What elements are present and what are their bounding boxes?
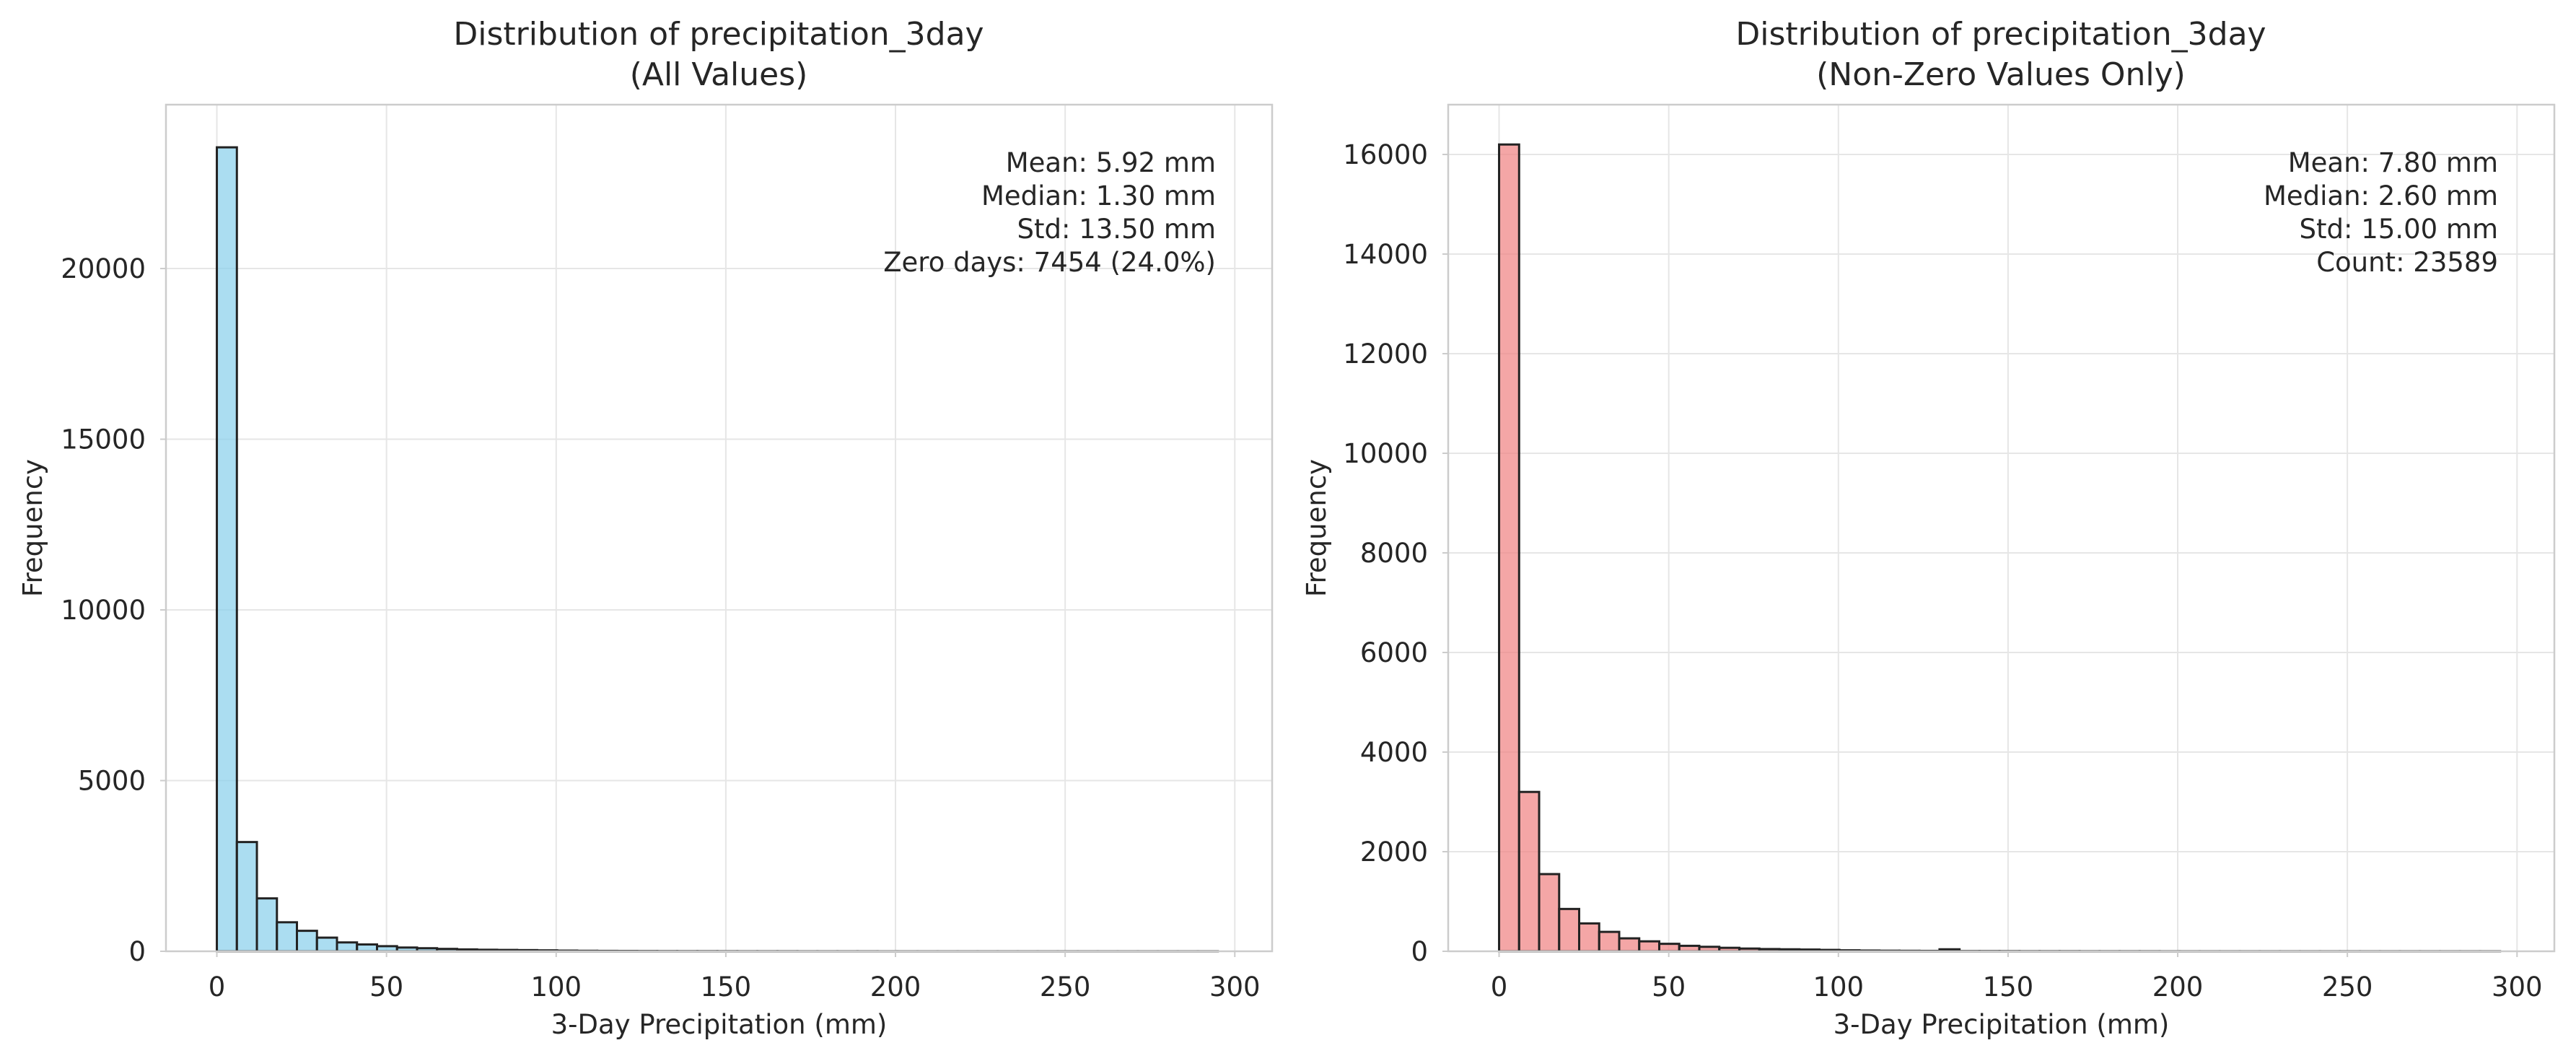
x-tick-label: 0 — [1491, 972, 1508, 1003]
x-tick-label: 100 — [1813, 972, 1864, 1003]
y-tick-label: 10000 — [61, 595, 146, 626]
chart-subtitle: (All Values) — [630, 56, 808, 93]
plot-frame — [1447, 103, 2556, 953]
y-tick-label: 14000 — [1343, 239, 1428, 270]
histogram-bar — [235, 841, 258, 953]
histogram-bar — [1618, 937, 1641, 953]
y-tick-label: 0 — [1411, 936, 1428, 967]
y-tick-label: 6000 — [1360, 637, 1428, 668]
x-tick-label: 150 — [1983, 972, 2034, 1003]
x-tick-label: 50 — [369, 972, 403, 1003]
x-tick-label: 300 — [2492, 972, 2543, 1003]
histogram-bar — [1638, 940, 1660, 953]
chart-title: Distribution of precipitation_3day — [453, 16, 983, 53]
x-tick-label: 50 — [1652, 972, 1686, 1003]
y-tick-label: 16000 — [1343, 139, 1428, 170]
histogram-bar — [216, 146, 238, 953]
x-tick-label: 150 — [701, 972, 752, 1003]
y-tick-label: 4000 — [1360, 737, 1428, 768]
histogram-bar — [1657, 943, 1681, 953]
histogram-bar — [1558, 907, 1581, 953]
chart-panel-2: 0 50 100 150 200 250 300 0 2000 4000 6000 8000 10000… — [1301, 16, 2556, 1040]
y-tick-label: 10000 — [1343, 438, 1428, 469]
stats-line: Median: 2.60 mm — [2264, 180, 2498, 211]
chart-subtitle: (Non-Zero Values Only) — [1816, 56, 2186, 93]
stats-line: Zero days: 7454 (24.0%) — [883, 247, 1216, 278]
histogram-bar — [1578, 922, 1600, 953]
histogram-bar — [336, 941, 359, 953]
y-axis-label: Frequency — [17, 459, 48, 597]
y-tick-label: 5000 — [78, 766, 146, 797]
chart-title: Distribution of precipitation_3day — [1735, 16, 2266, 53]
x-axis-label: 3-Day Precipitation (mm) — [551, 1009, 888, 1040]
x-tick-label: 200 — [870, 972, 921, 1003]
histogram-bar — [296, 930, 318, 953]
y-tick-label: 2000 — [1360, 837, 1428, 868]
x-tick-label: 250 — [1040, 972, 1091, 1003]
histogram-bar — [1517, 790, 1541, 953]
histogram-bar — [276, 921, 299, 953]
histogram-bar — [1498, 143, 1520, 953]
histogram-bar — [1598, 930, 1621, 953]
histogram-bar — [315, 936, 338, 953]
x-tick-label: 200 — [2152, 972, 2204, 1003]
y-tick-label: 8000 — [1360, 538, 1428, 569]
stats-line: Mean: 5.92 mm — [1006, 147, 1216, 178]
y-tick-label: 15000 — [61, 424, 146, 455]
plot-frame — [165, 103, 1274, 953]
x-tick-label: 100 — [530, 972, 582, 1003]
histogram-bar — [1538, 873, 1561, 953]
stats-line: Count: 23589 — [2316, 247, 2498, 278]
x-tick-label: 250 — [2322, 972, 2373, 1003]
x-tick-label: 300 — [1209, 972, 1261, 1003]
y-tick-label: 20000 — [61, 253, 146, 284]
stats-line: Std: 13.50 mm — [1017, 214, 1216, 245]
histogram-bar — [255, 897, 279, 953]
y-tick-label: 12000 — [1343, 339, 1428, 370]
stats-line: Median: 1.30 mm — [981, 180, 1216, 211]
y-tick-label: 0 — [128, 936, 146, 967]
x-tick-label: 0 — [209, 972, 226, 1003]
chart-panel-1: 0 50 100 150 200 250 300 0 5000 10000 15000 20000 Di… — [17, 16, 1274, 1040]
x-axis-label: 3-Day Precipitation (mm) — [1834, 1009, 2170, 1040]
histogram-bar — [356, 943, 378, 953]
stats-line: Std: 15.00 mm — [2300, 214, 2498, 245]
y-axis-label: Frequency — [1301, 459, 1332, 597]
stats-line: Mean: 7.80 mm — [2288, 147, 2498, 178]
